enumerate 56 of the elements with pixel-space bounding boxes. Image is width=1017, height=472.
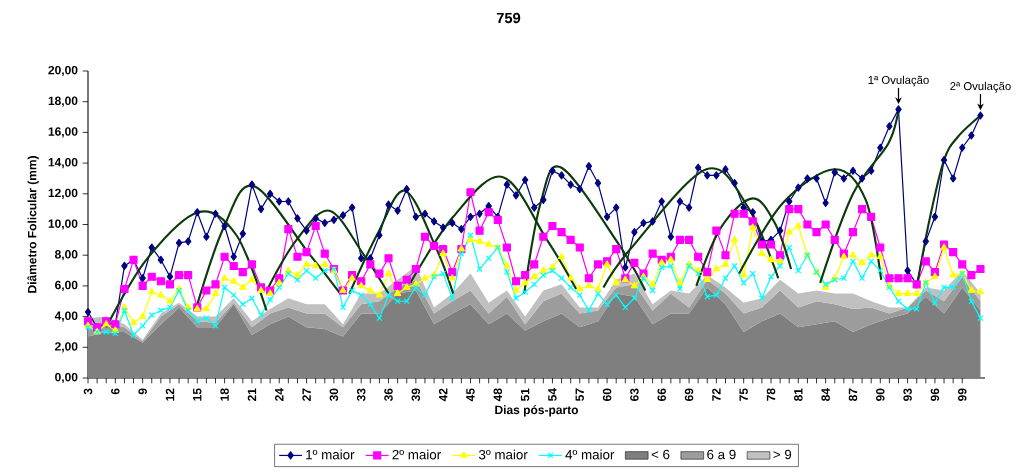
x-tick-label: 69: [684, 388, 694, 401]
x-tick-label: 21: [247, 388, 257, 401]
x-tick-label: 51: [520, 388, 530, 402]
x-tick-label: 93: [903, 388, 912, 401]
x-tick-label: 54: [548, 388, 557, 402]
legend-label: < 6: [651, 449, 670, 460]
x-tick-label: 39: [411, 388, 421, 402]
x-tick-label: 33: [356, 388, 366, 402]
x-tick-label: 45: [466, 388, 475, 402]
y-tick-label: 10,00: [48, 219, 78, 230]
x-tick-label: 84: [821, 388, 830, 402]
y-tick-label: 2,00: [55, 342, 78, 353]
x-tick-label: 42: [438, 388, 448, 402]
x-tick-label: 30: [329, 388, 339, 402]
x-tick-label: 99: [957, 388, 967, 401]
legend-label: 3º maior: [478, 449, 528, 460]
legend-label: 6 a 9: [707, 449, 736, 460]
x-tick-label: 18: [220, 388, 229, 401]
y-tick-label: 12,00: [48, 188, 78, 199]
x-tick-label: 87: [848, 388, 858, 402]
legend-label: 2º maior: [392, 449, 441, 460]
chart-title: 759: [496, 12, 521, 24]
x-tick-label: 63: [630, 388, 639, 401]
y-axis-title: Diâmetro Folicular (mm): [27, 156, 39, 293]
x-tick-label: 96: [930, 388, 940, 401]
x-tick-label: 27: [302, 388, 311, 401]
x-tick-label: 75: [739, 388, 748, 401]
x-tick-label: 6: [111, 388, 120, 395]
y-tick-label: 8,00: [54, 250, 78, 261]
x-tick-label: 72: [712, 388, 721, 401]
legend-label: > 9: [773, 449, 792, 460]
x-tick-label: 81: [794, 388, 803, 402]
x-tick-label: 78: [766, 388, 776, 401]
x-tick-label: 9: [138, 388, 147, 395]
x-tick-label: 48: [493, 388, 503, 402]
y-tick-label: 20,00: [48, 65, 78, 77]
legend-label: 1º maior: [306, 449, 355, 460]
annotation: 1ª Ovulação: [868, 75, 929, 87]
legend-label: 4º maior: [565, 449, 615, 460]
y-tick-label: 18,00: [48, 96, 78, 107]
x-axis-title: Dias pós-parto: [495, 405, 579, 417]
annotation: 2ª Ovulação: [950, 81, 1011, 93]
y-tick-label: 4,00: [54, 311, 78, 322]
x-tick-label: 12: [165, 388, 175, 401]
y-tick-label: 14,00: [48, 157, 78, 169]
x-tick-label: 3: [83, 388, 93, 395]
y-tick-label: 0,00: [55, 372, 78, 384]
x-tick-label: 24: [275, 388, 284, 401]
x-tick-label: 66: [657, 388, 666, 401]
x-tick-label: 90: [876, 388, 885, 401]
x-tick-label: 15: [193, 388, 202, 401]
y-tick-label: 16,00: [48, 127, 78, 138]
x-tick-label: 57: [575, 388, 584, 402]
x-tick-label: 60: [602, 388, 612, 401]
y-tick-label: 6,00: [55, 280, 78, 292]
x-tick-label: 36: [384, 388, 393, 402]
